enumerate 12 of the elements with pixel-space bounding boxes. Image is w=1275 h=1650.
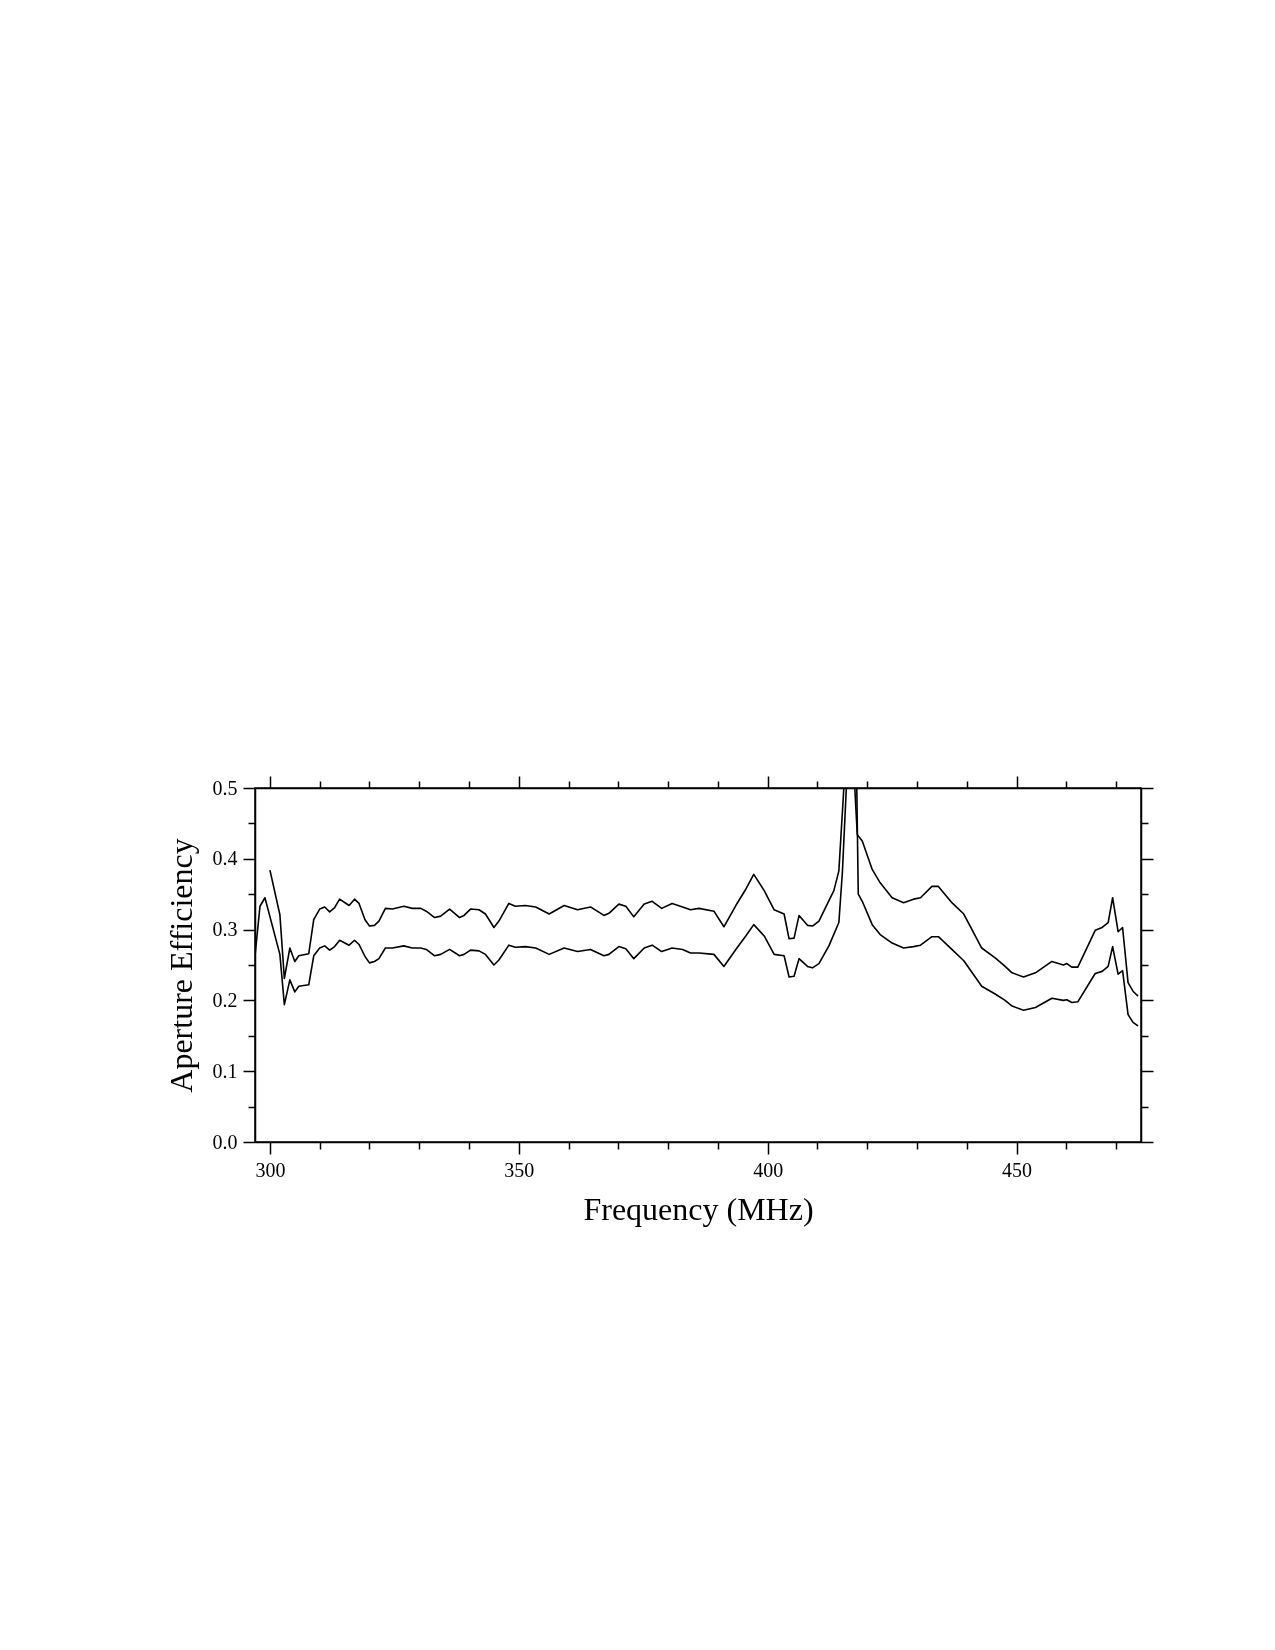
x-tick-label: 350 bbox=[504, 1158, 535, 1181]
y-tick-label: 0.1 bbox=[212, 1059, 238, 1082]
y-axis-title: Aperture Efficiency bbox=[162, 838, 199, 1093]
y-tick-label: 0.2 bbox=[212, 988, 238, 1011]
y-tick-label: 0.4 bbox=[212, 847, 238, 870]
x-axis-title: Frequency (MHz) bbox=[583, 1190, 814, 1227]
y-tick-label: 0.0 bbox=[212, 1130, 238, 1153]
x-tick-label: 300 bbox=[255, 1158, 286, 1181]
x-tick-label: 450 bbox=[1002, 1158, 1033, 1181]
y-tick-label: 0.3 bbox=[212, 918, 238, 941]
x-tick-label: 400 bbox=[753, 1158, 784, 1181]
y-tick-label: 0.5 bbox=[212, 776, 238, 799]
